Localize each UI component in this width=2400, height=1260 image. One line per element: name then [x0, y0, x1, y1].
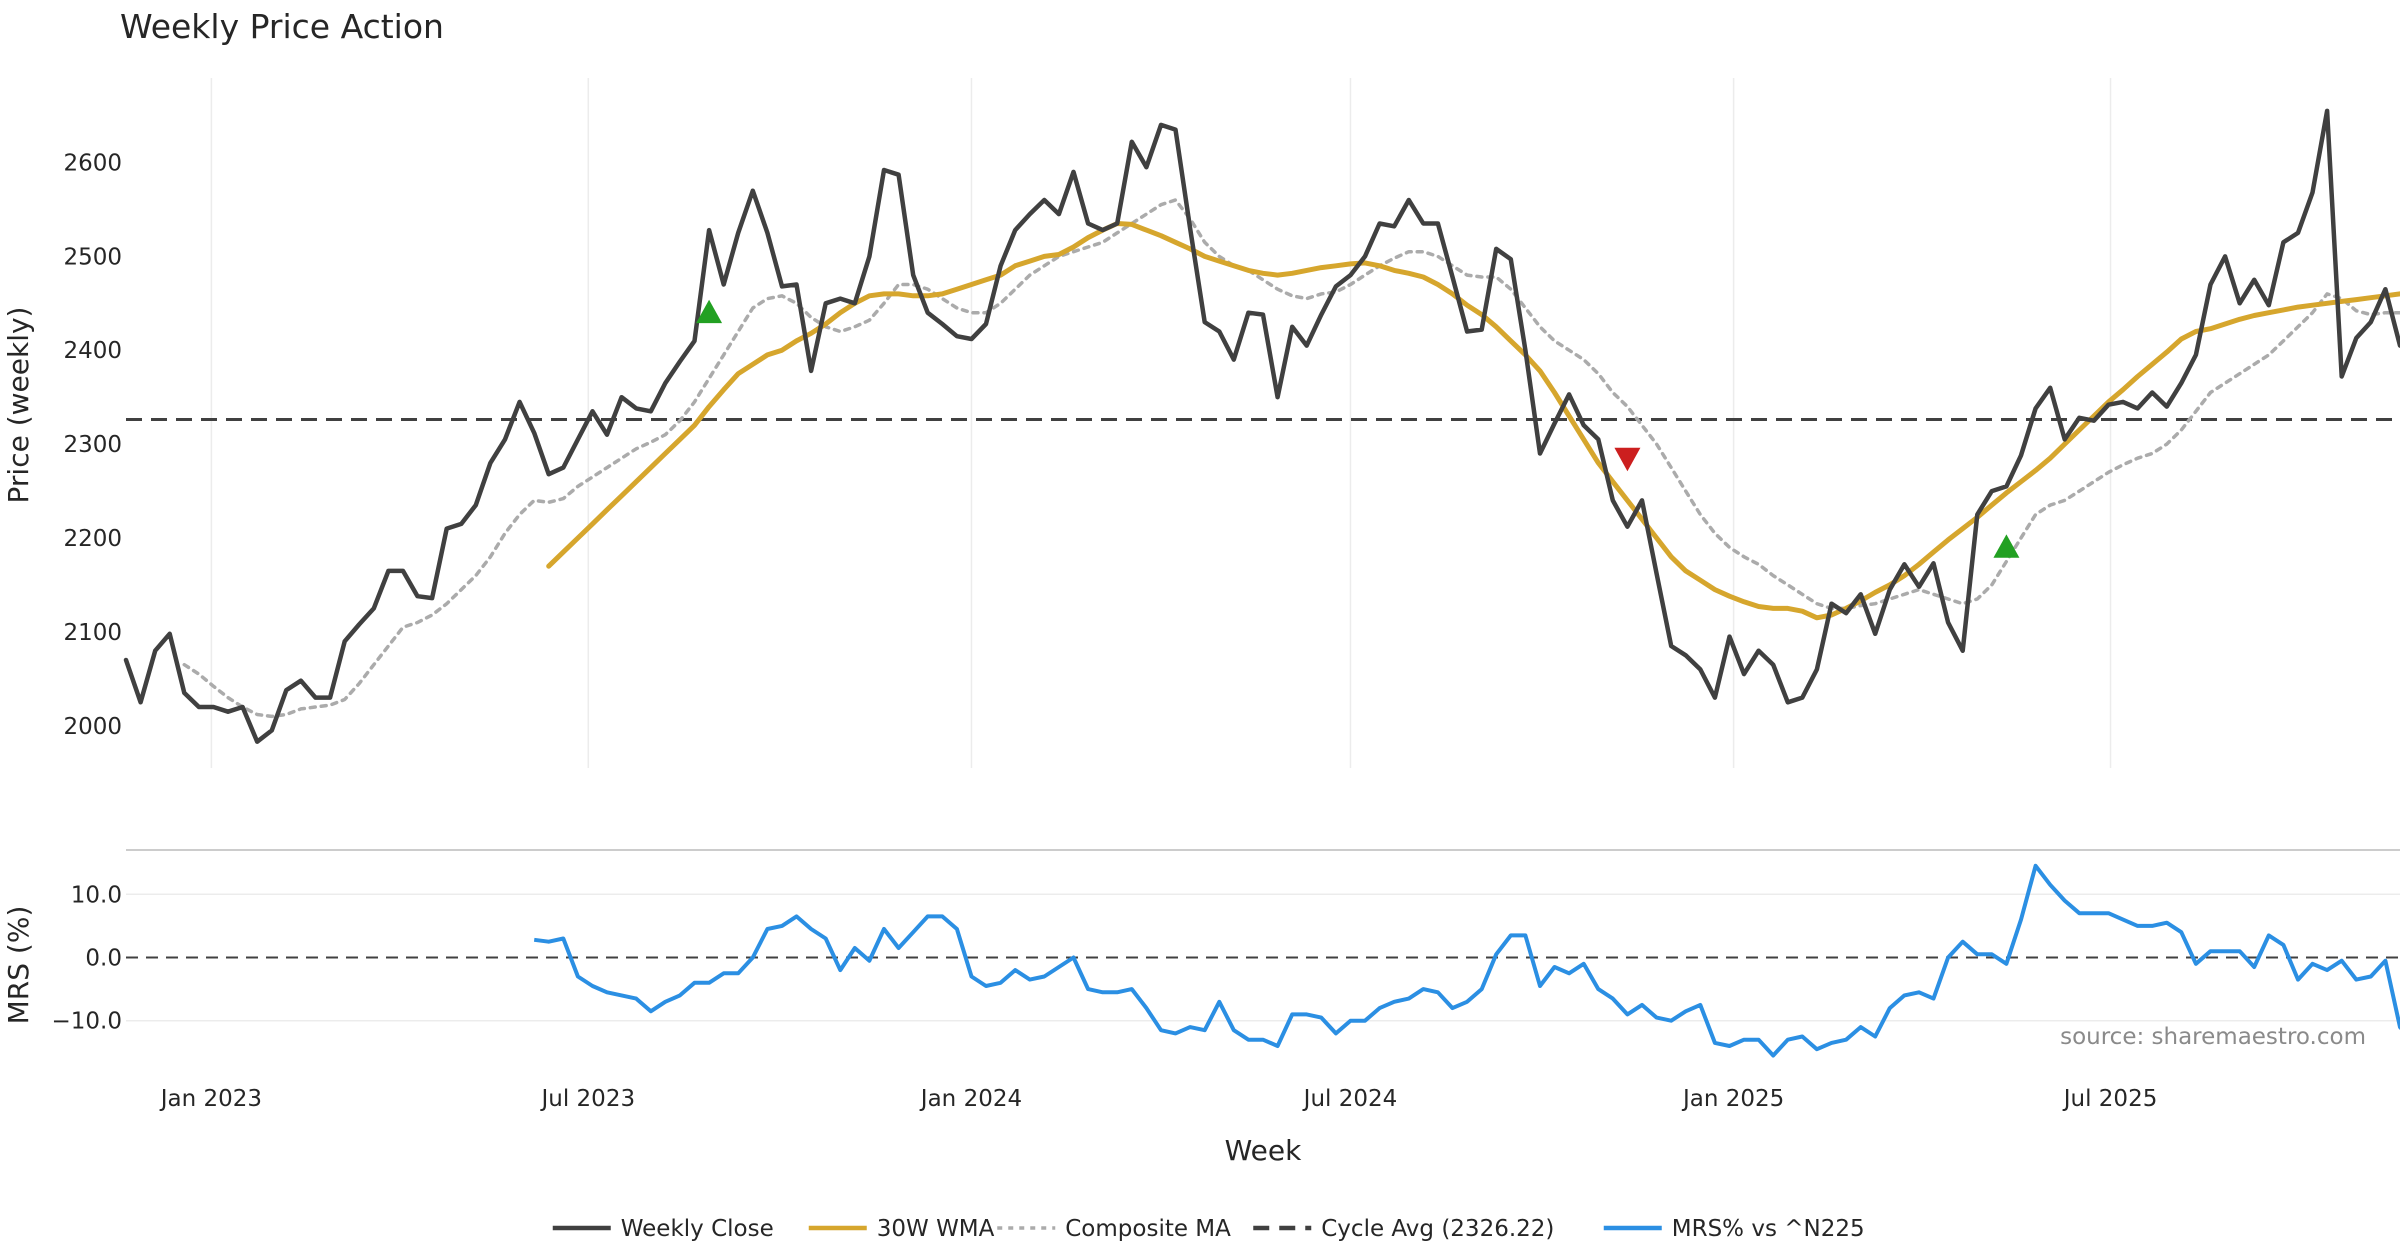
buy-signal-marker	[1993, 534, 2020, 558]
legend-item: Composite MA	[997, 1216, 1231, 1242]
mrs-axis-label: MRS (%)	[2, 906, 35, 1025]
wma-30w-line	[546, 221, 2400, 621]
x-tick-label: Jul 2025	[2062, 1086, 2158, 1112]
reference-lines	[126, 418, 2400, 959]
x-tick-label: Jul 2024	[1302, 1086, 1398, 1112]
price-y-tick-label: 2600	[63, 150, 122, 176]
source-note: source: sharemaestro.com	[2060, 1024, 2366, 1050]
legend-label: Cycle Avg (2326.22)	[1321, 1216, 1554, 1242]
x-tick-label: Jul 2023	[539, 1086, 635, 1112]
legend-item: Weekly Close	[552, 1216, 774, 1242]
x-tick-label: Jan 2024	[919, 1086, 1022, 1112]
legend-item: MRS% vs ^N225	[1603, 1216, 1865, 1242]
price-y-tick-label: 2500	[63, 244, 122, 270]
price-y-tick-label: 2200	[63, 526, 122, 552]
legend-label: 30W WMA	[877, 1216, 995, 1242]
price-axis-label: Price (weekly)	[2, 307, 35, 504]
mrs-y-tick-label: 10.0	[71, 882, 122, 908]
x-tick-label: Jan 2023	[159, 1086, 262, 1112]
price-y-tick-label: 2000	[63, 714, 122, 740]
price-y-tick-label: 2400	[63, 338, 122, 364]
price-y-tick-label: 2300	[63, 432, 122, 458]
legend-item: 30W WMA	[808, 1216, 995, 1242]
grid-lines	[126, 78, 2400, 1022]
legend-label: MRS% vs ^N225	[1672, 1216, 1865, 1242]
chart-title: Weekly Price Action	[120, 7, 444, 46]
series-lines	[123, 108, 2400, 1058]
mrs-y-tick-label: 0.0	[85, 946, 122, 972]
mrs-line	[533, 863, 2400, 1058]
composite-ma-line	[182, 198, 2400, 719]
weekly-close-line	[123, 108, 2400, 744]
legend: Weekly Close 30W WMA Composite MA Cycle Avg…	[552, 1216, 1865, 1242]
price-y-tick-label: 2100	[63, 620, 122, 646]
sell-signal-marker	[1614, 447, 1641, 472]
x-axis-label: Week	[1225, 1134, 1302, 1167]
mrs-y-tick-label: −10.0	[52, 1009, 122, 1035]
legend-item: Cycle Avg (2326.22)	[1253, 1216, 1554, 1242]
tick-labels: Jan 2023 Jul 2023 Jan 2024 Jul 2024 Jan 2025…	[52, 150, 2158, 1112]
signal-markers	[696, 299, 2020, 558]
buy-signal-marker	[696, 299, 723, 324]
x-tick-label: Jan 2025	[1681, 1086, 1784, 1112]
legend-label: Weekly Close	[621, 1216, 774, 1242]
legend-label: Composite MA	[1065, 1216, 1231, 1242]
